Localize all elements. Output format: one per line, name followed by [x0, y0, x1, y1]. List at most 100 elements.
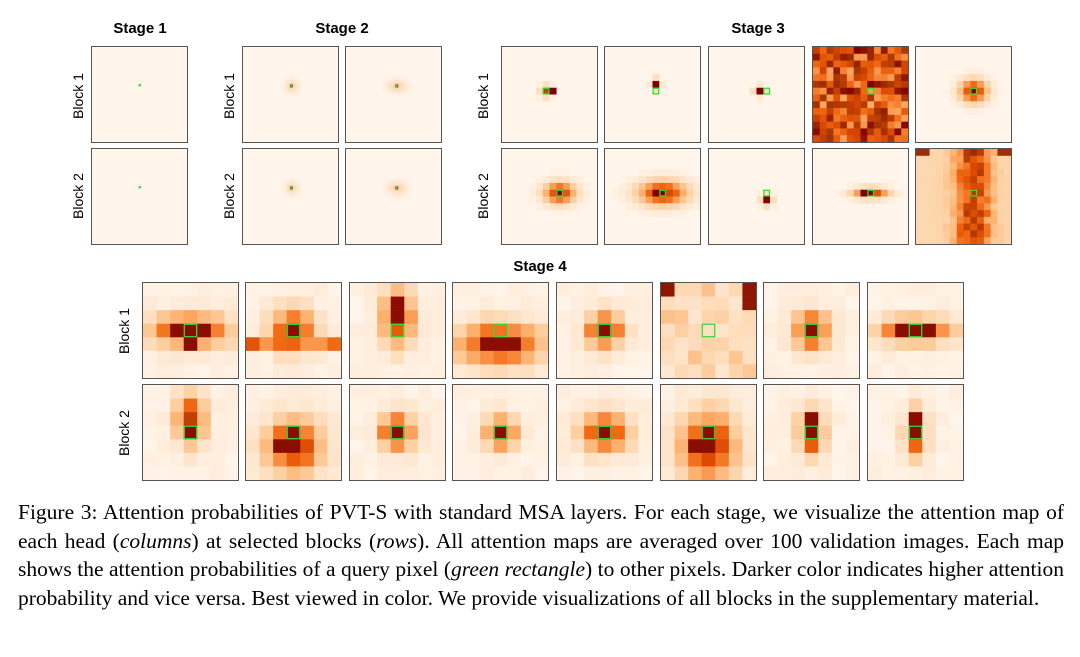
heatmap-cell: [831, 337, 846, 352]
heatmap-cell: [391, 184, 394, 188]
heatmap-cell: [377, 439, 391, 454]
heatmap-cell: [977, 155, 985, 163]
stage-1-block-2-label: Block 2: [70, 173, 86, 219]
heatmap-cell: [846, 108, 854, 116]
heatmap-cell: [887, 128, 895, 136]
heatmap-cell: [183, 439, 198, 454]
heatmap-cell: [170, 452, 184, 467]
heatmap-cell: [638, 439, 652, 454]
heatmap-cell: [391, 87, 394, 91]
heatmap-cell: [453, 452, 467, 467]
heatmap-cell: [297, 80, 301, 83]
heatmap-cell: [273, 412, 287, 426]
heatmap-cell: [666, 203, 674, 211]
heatmap-cell: [286, 296, 301, 311]
heatmap-cell: [453, 323, 467, 338]
heatmap-cell: [880, 74, 888, 82]
heatmap-cell: [288, 85, 291, 88]
stage-4-block-2-head-6-map: [660, 384, 757, 481]
caption-text-1: Figure 3: Attention probabilities of PVT…: [18, 500, 1064, 553]
heatmap-cell: [818, 398, 833, 413]
heatmap-cell: [715, 452, 730, 467]
heatmap-cell: [398, 179, 401, 183]
query-pixel-marker: [286, 425, 301, 440]
heatmap-cell: [846, 53, 854, 61]
heatmap-cell: [493, 412, 508, 426]
heatmap-cell: [916, 210, 924, 218]
heatmap-cell: [868, 439, 882, 454]
heatmap-cell: [285, 77, 289, 81]
heatmap-cell: [285, 89, 289, 93]
heatmap-cell: [297, 194, 301, 197]
heatmap-cell: [638, 283, 652, 297]
heatmap-cell: [624, 425, 639, 440]
heatmap-cell: [556, 210, 564, 218]
heatmap-cell: [860, 74, 868, 82]
heatmap-cell: [956, 196, 964, 204]
heatmap-cell: [273, 364, 287, 378]
heatmap-cell: [956, 74, 964, 82]
heatmap-cell: [281, 191, 284, 195]
heatmap-cell: [400, 89, 404, 93]
heatmap-cell: [943, 162, 951, 170]
heatmap-cell: [300, 89, 303, 93]
heatmap-cell: [936, 162, 944, 170]
heatmap-cell: [569, 182, 577, 190]
heatmap-cell: [398, 92, 401, 95]
heatmap-cell: [286, 364, 301, 378]
heatmap-cell: [557, 310, 571, 324]
heatmap-cell: [777, 452, 792, 467]
heatmap-cell: [929, 216, 937, 224]
heatmap-cell: [956, 149, 964, 157]
heatmap-cell: [246, 310, 260, 324]
heatmap-cell: [597, 425, 612, 440]
heatmap-cell: [297, 184, 301, 188]
heatmap-cell: [410, 87, 413, 91]
heatmap-cell: [901, 74, 908, 82]
heatmap-cell: [313, 412, 328, 426]
heatmap-cell: [895, 466, 909, 480]
heatmap-cell: [688, 439, 702, 454]
heatmap-cell: [549, 203, 557, 211]
heatmap-cell: [679, 169, 687, 177]
heatmap-cell: [661, 323, 675, 338]
heatmap-cell: [246, 398, 260, 413]
heatmap-cell: [407, 191, 411, 195]
heatmap-cell: [638, 452, 652, 467]
heatmap-cell: [901, 60, 908, 68]
heatmap-cell: [949, 452, 963, 467]
heatmap-cell: [860, 67, 868, 75]
heatmap-cell: [693, 182, 700, 190]
heatmap-cell: [929, 169, 937, 177]
heatmap-cell: [813, 87, 821, 95]
heatmap-cell: [584, 310, 598, 324]
heatmap-cell: [398, 177, 401, 181]
heatmap-cell: [404, 283, 419, 297]
heatmap-cell: [867, 121, 875, 129]
stage-2-block-1-label: Block 1: [221, 73, 237, 119]
heatmap-cell: [880, 67, 888, 75]
heatmap-cell: [818, 323, 833, 338]
stage-2-block-2-head-2-map: [345, 148, 442, 245]
heatmap-cell: [868, 412, 882, 426]
heatmap-cell: [520, 425, 535, 440]
heatmap-cell: [210, 296, 225, 311]
heatmap-cell: [404, 350, 419, 365]
heatmap-cell: [936, 223, 944, 231]
heatmap-cell: [867, 189, 875, 197]
heatmap-cell: [949, 80, 957, 88]
heatmap-cell: [935, 350, 950, 365]
heatmap-cell: [569, 176, 577, 184]
heatmap-cell: [431, 350, 445, 365]
heatmap-cell: [390, 385, 405, 399]
heatmap-cell: [813, 74, 821, 82]
heatmap-cell: [246, 466, 260, 480]
heatmap-cell: [894, 108, 902, 116]
heatmap-cell: [997, 216, 1005, 224]
heatmap-cell: [977, 162, 985, 170]
heatmap-cell: [183, 283, 198, 297]
heatmap-cell: [453, 425, 467, 440]
heatmap-cell: [313, 385, 328, 399]
heatmap-cell: [292, 77, 296, 81]
heatmap-cell: [777, 296, 792, 311]
